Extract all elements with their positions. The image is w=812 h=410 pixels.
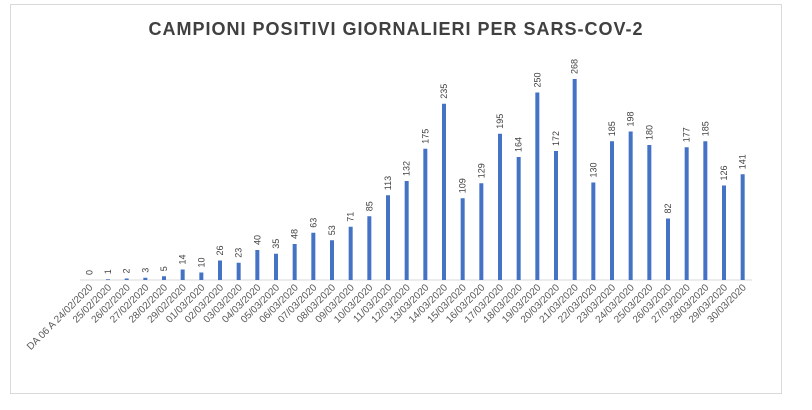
data-label: 3	[140, 268, 150, 273]
bar	[162, 276, 166, 280]
data-label: 198	[626, 111, 636, 126]
data-label: 175	[420, 129, 430, 144]
data-label: 130	[588, 162, 598, 177]
chart-frame: CAMPIONI POSITIVI GIORNALIERI PER SARS-C…	[10, 4, 782, 394]
bar	[404, 181, 409, 280]
bar	[591, 182, 596, 280]
data-label: 35	[271, 239, 281, 249]
bar	[255, 250, 260, 280]
data-label: 172	[551, 131, 561, 146]
bar	[143, 277, 148, 280]
bar	[330, 240, 334, 280]
data-label: 63	[308, 218, 318, 228]
bar	[386, 195, 390, 280]
bar	[367, 216, 372, 280]
bar	[106, 279, 110, 280]
data-label: 0	[84, 270, 94, 275]
bar	[684, 147, 689, 280]
bar	[218, 260, 222, 280]
data-label: 2	[122, 268, 132, 273]
data-label: 85	[364, 201, 374, 211]
data-label: 1	[103, 269, 113, 274]
data-label: 132	[402, 161, 412, 176]
data-label: 126	[719, 165, 729, 180]
bar	[311, 232, 316, 280]
data-label: 14	[178, 254, 188, 264]
data-label: 53	[327, 225, 337, 235]
bar	[554, 151, 558, 280]
bar	[498, 133, 502, 280]
bar	[516, 157, 521, 280]
bar	[292, 244, 297, 280]
data-label: 141	[738, 154, 748, 169]
bar	[703, 141, 708, 280]
bar	[236, 262, 241, 280]
data-label: 177	[682, 127, 692, 142]
bar	[647, 145, 652, 280]
bar	[423, 148, 428, 280]
bar	[666, 218, 670, 280]
bar	[610, 141, 614, 280]
bar	[460, 198, 465, 280]
data-label: 5	[159, 266, 169, 271]
data-label: 48	[290, 229, 300, 239]
bar	[274, 253, 278, 280]
data-label: 185	[700, 121, 710, 136]
data-label: 26	[215, 245, 225, 255]
data-label: 195	[495, 114, 505, 129]
data-label: 235	[439, 84, 449, 99]
data-label: 109	[458, 178, 468, 193]
bar	[442, 103, 446, 280]
bar	[722, 185, 726, 280]
bar	[124, 278, 129, 280]
bar	[740, 174, 745, 280]
bar	[479, 183, 484, 280]
data-label: 23	[234, 248, 244, 258]
data-label: 180	[644, 125, 654, 140]
data-label: 71	[346, 212, 356, 222]
data-label: 113	[383, 176, 393, 190]
data-label: 129	[476, 163, 486, 178]
data-label: 82	[663, 203, 673, 213]
bar	[180, 269, 185, 280]
data-label: 268	[570, 59, 580, 74]
bar	[348, 226, 353, 280]
bar	[628, 131, 633, 280]
data-label: 10	[196, 257, 206, 267]
chart-title: CAMPIONI POSITIVI GIORNALIERI PER SARS-C…	[148, 19, 644, 39]
data-label: 185	[607, 121, 617, 136]
data-label: 250	[532, 72, 542, 87]
data-label: 164	[514, 137, 524, 152]
data-label: 40	[252, 235, 262, 245]
bar	[535, 92, 540, 280]
bar	[199, 272, 204, 280]
bar	[572, 79, 577, 280]
